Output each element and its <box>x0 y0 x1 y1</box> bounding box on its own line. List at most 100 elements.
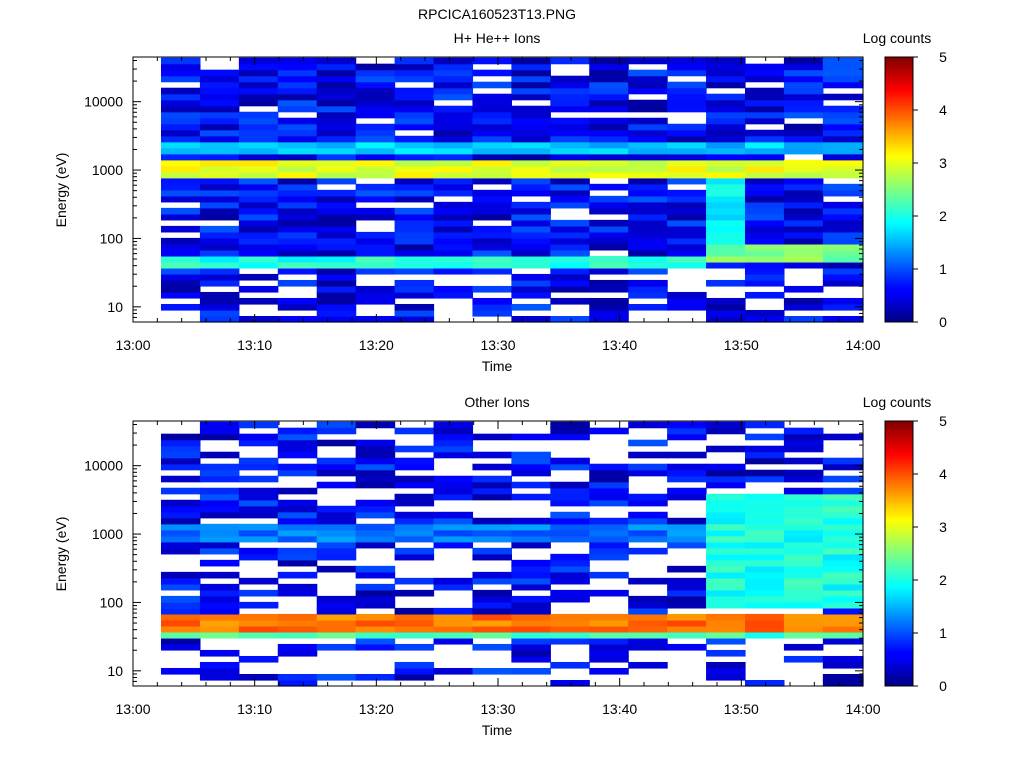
heatmap-cell <box>628 631 668 639</box>
heatmap-cell <box>472 105 512 113</box>
heatmap-cell <box>550 201 590 209</box>
heatmap-cell <box>744 613 785 621</box>
heatmap-cell <box>511 189 551 197</box>
heatmap-cell <box>628 195 668 203</box>
heatmap-cell <box>394 625 435 633</box>
heatmap-cell <box>472 619 512 627</box>
heatmap-cell <box>199 631 240 639</box>
heatmap-cell <box>589 589 629 597</box>
heatmap-cell <box>277 249 318 257</box>
heatmap-cell <box>744 583 785 591</box>
heatmap-cell <box>589 135 629 143</box>
heatmap-cell <box>355 463 396 471</box>
heatmap-cell <box>199 511 240 519</box>
heatmap-cell <box>589 303 629 311</box>
heatmap-cell <box>316 147 357 155</box>
heatmap-cell <box>199 177 240 185</box>
heatmap-cell <box>355 297 396 305</box>
heatmap-cell <box>744 273 785 281</box>
heatmap-cell <box>589 487 629 495</box>
heatmap-cell <box>511 237 551 245</box>
heatmap-cell <box>511 207 551 215</box>
heatmap-cell <box>316 135 357 143</box>
heatmap-cell <box>394 105 435 113</box>
heatmap-cell <box>355 171 396 179</box>
heatmap-cell <box>199 207 240 215</box>
heatmap-cell <box>355 195 396 203</box>
heatmap-cell <box>316 81 357 89</box>
heatmap-cell <box>316 129 357 137</box>
heatmap-cell <box>822 237 864 245</box>
heatmap-cell <box>160 99 201 107</box>
heatmap-cell <box>667 529 707 537</box>
heatmap-cell <box>628 237 668 245</box>
heatmap-cell <box>667 463 707 471</box>
heatmap-cell <box>667 577 707 585</box>
heatmap-cell <box>394 75 435 83</box>
y-tick-label: 10 <box>107 299 123 315</box>
heatmap-cell <box>394 309 435 317</box>
heatmap-cell <box>238 171 279 179</box>
heatmap-cell <box>822 625 864 633</box>
heatmap-cell <box>160 433 201 441</box>
heatmap-cell <box>511 177 551 185</box>
heatmap-cell <box>316 219 357 227</box>
heatmap-cell <box>277 177 318 185</box>
heatmap-cell <box>277 195 318 203</box>
heatmap-cell <box>783 655 824 663</box>
heatmap-cell <box>667 595 707 603</box>
heatmap-cell <box>433 147 474 155</box>
heatmap-cell <box>589 625 629 633</box>
heatmap-cell <box>822 613 864 621</box>
heatmap-cell <box>744 231 785 239</box>
heatmap-cell <box>160 583 201 591</box>
heatmap-cell <box>472 81 512 89</box>
heatmap-cell <box>355 589 396 597</box>
heatmap-cell <box>511 57 551 65</box>
colorbar <box>884 56 914 323</box>
heatmap-cell <box>783 595 824 603</box>
heatmap-cell <box>316 99 357 107</box>
heatmap-cell <box>744 165 785 173</box>
heatmap-cell <box>628 225 668 233</box>
heatmap-cell <box>822 243 864 251</box>
heatmap-cell <box>433 421 474 429</box>
heatmap-cell <box>822 171 864 179</box>
heatmap-cell <box>199 303 240 311</box>
heatmap-cell <box>706 493 746 501</box>
heatmap-cell <box>511 153 551 161</box>
heatmap-cell <box>355 159 396 167</box>
heatmap-cell <box>238 523 279 531</box>
heatmap-cell <box>316 243 357 251</box>
heatmap-cell <box>706 69 746 77</box>
heatmap-cell <box>706 463 746 471</box>
heatmap-cell <box>706 201 746 209</box>
heatmap-cell <box>355 475 396 483</box>
heatmap-cell <box>472 463 512 471</box>
heatmap-cell <box>433 117 474 125</box>
heatmap-cell <box>550 631 590 639</box>
heatmap-cell <box>589 463 629 471</box>
heatmap-cell <box>277 261 318 269</box>
heatmap-cell <box>238 153 279 161</box>
heatmap-cell <box>706 565 746 573</box>
heatmap-cell <box>160 153 201 161</box>
heatmap-cell <box>199 535 240 543</box>
heatmap-cell <box>316 225 357 233</box>
heatmap-cell <box>783 63 824 71</box>
heatmap-cell <box>589 535 629 543</box>
heatmap-cell <box>355 673 396 681</box>
heatmap-cell <box>355 81 396 89</box>
heatmap-cell <box>783 523 824 531</box>
heatmap-cell <box>472 481 512 489</box>
heatmap-cell <box>472 129 512 137</box>
heatmap-cell <box>160 529 201 537</box>
heatmap-cell <box>199 309 240 317</box>
heatmap-cell <box>472 117 512 125</box>
y-tick-label: 1000 <box>92 162 123 178</box>
heatmap-cell <box>394 177 435 185</box>
heatmap-cell <box>472 153 512 161</box>
heatmap-cell <box>199 505 240 513</box>
heatmap-cell <box>589 231 629 239</box>
heatmap-cell <box>433 111 474 119</box>
